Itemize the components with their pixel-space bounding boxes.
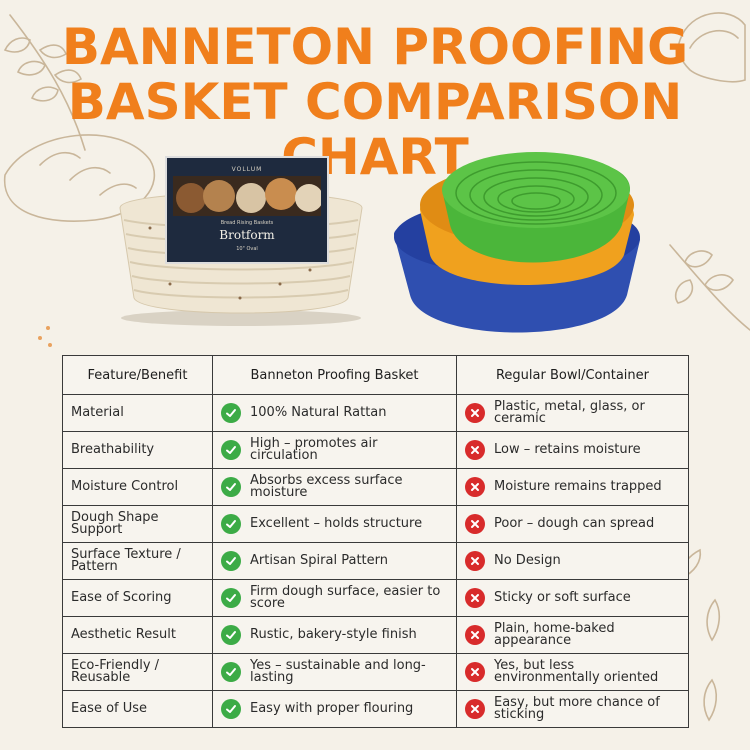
banneton-value: 100% Natural Rattan [250, 405, 387, 420]
regular-cell: Poor – dough can spread [456, 505, 689, 543]
banneton-cell: High – promotes air circulation [212, 431, 457, 469]
title-line-1: BANNETON PROOFING [61, 18, 689, 76]
table-row: Material 100% Natural Rattan Plastic, meta… [62, 394, 689, 432]
header-regular: Regular Bowl/Container [456, 355, 689, 395]
feature-label: Dough Shape Support [71, 510, 159, 537]
check-circle-icon [221, 662, 241, 682]
banneton-value: Artisan Spiral Pattern [250, 553, 388, 568]
feature-label: Aesthetic Result [71, 627, 176, 642]
banneton-value: Rustic, bakery-style finish [250, 627, 417, 642]
regular-cell: Sticky or soft surface [456, 579, 689, 617]
comparison-table: Feature/Benefit Banneton Proofing Basket… [62, 355, 689, 728]
banneton-value: Firm dough surface, easier to score [250, 584, 441, 611]
regular-cell: Low – retains moisture [456, 431, 689, 469]
booklet-subtitle: Bread Rising Baskets [220, 220, 274, 226]
check-circle-icon [221, 514, 241, 534]
table-row: Surface Texture / Pattern Artisan Spiral … [62, 542, 689, 580]
x-circle-icon [465, 403, 485, 423]
x-circle-icon [465, 477, 485, 497]
feature-cell: Breathability [62, 431, 213, 469]
regular-cell: Easy, but more chance of sticking [456, 690, 689, 728]
table-header-row: Feature/Benefit Banneton Proofing Basket… [62, 355, 689, 395]
feature-label: Ease of Use [71, 701, 148, 716]
x-circle-icon [465, 514, 485, 534]
table-row: Aesthetic Result Rustic, bakery-style fin… [62, 616, 689, 654]
check-circle-icon [221, 403, 241, 423]
feature-label: Eco-Friendly / Reusable [71, 658, 160, 685]
bread-photo [173, 176, 321, 216]
check-circle-icon [221, 551, 241, 571]
x-circle-icon [465, 551, 485, 571]
table-row: Breathability High – promotes air circula… [62, 431, 689, 469]
table-row: Eco-Friendly / Reusable Yes – sustainable… [62, 653, 689, 691]
check-circle-icon [221, 440, 241, 460]
feature-cell: Aesthetic Result [62, 616, 213, 654]
header-banneton: Banneton Proofing Basket [212, 355, 457, 395]
booklet-name: Brotform [219, 228, 275, 242]
feature-cell: Surface Texture / Pattern [62, 542, 213, 580]
feature-cell: Material [62, 394, 213, 432]
x-circle-icon [465, 440, 485, 460]
table-row: Ease of Use Easy with proper flouring Easy… [62, 690, 689, 728]
regular-cell: Plain, home-baked appearance [456, 616, 689, 654]
banneton-cell: Absorbs excess surface moisture [212, 468, 457, 506]
regular-value: Plain, home-baked appearance [494, 621, 615, 648]
feature-cell: Eco-Friendly / Reusable [62, 653, 213, 691]
regular-value: Sticky or soft surface [494, 590, 631, 605]
booklet-brand: VOLLUM [231, 166, 263, 173]
plastic-bowls-image [393, 152, 641, 333]
regular-cell: No Design [456, 542, 689, 580]
feature-label: Material [71, 405, 124, 420]
regular-cell: Moisture remains trapped [456, 468, 689, 506]
banneton-cell: Excellent – holds structure [212, 505, 457, 543]
check-circle-icon [221, 625, 241, 645]
product-booklet: VOLLUM Bread Rising Baskets Brotform 10"… [165, 156, 329, 264]
booklet-size: 10" Oval [236, 246, 258, 252]
banneton-value: Excellent – holds structure [250, 516, 423, 531]
table-row: Dough Shape Support Excellent – holds str… [62, 505, 689, 543]
check-circle-icon [221, 477, 241, 497]
regular-cell: Yes, but less environmentally oriented [456, 653, 689, 691]
regular-cell: Plastic, metal, glass, or ceramic [456, 394, 689, 432]
banneton-value: Absorbs excess surface moisture [250, 473, 403, 500]
feature-cell: Ease of Use [62, 690, 213, 728]
banneton-cell: Easy with proper flouring [212, 690, 457, 728]
feature-label: Ease of Scoring [71, 590, 172, 605]
x-circle-icon [465, 699, 485, 719]
banneton-value: Yes – sustainable and long-lasting [250, 658, 426, 685]
x-circle-icon [465, 662, 485, 682]
regular-value: Low – retains moisture [494, 442, 641, 457]
banneton-cell: Rustic, bakery-style finish [212, 616, 457, 654]
feature-label: Moisture Control [71, 479, 179, 494]
regular-value: Poor – dough can spread [494, 516, 655, 531]
regular-value: Moisture remains trapped [494, 479, 662, 494]
banneton-cell: Yes – sustainable and long-lasting [212, 653, 457, 691]
check-circle-icon [221, 588, 241, 608]
header-feature: Feature/Benefit [62, 355, 213, 395]
table-row: Moisture Control Absorbs excess surface m… [62, 468, 689, 506]
banneton-cell: Firm dough surface, easier to score [212, 579, 457, 617]
feature-label: Breathability [71, 442, 155, 457]
regular-value: Plastic, metal, glass, or ceramic [494, 399, 645, 426]
banneton-cell: 100% Natural Rattan [212, 394, 457, 432]
check-circle-icon [221, 699, 241, 719]
regular-value: No Design [494, 553, 561, 568]
regular-value: Easy, but more chance of sticking [494, 695, 660, 722]
table-row: Ease of Scoring Firm dough surface, easie… [62, 579, 689, 617]
banneton-value: Easy with proper flouring [250, 701, 414, 716]
x-circle-icon [465, 588, 485, 608]
banneton-value: High – promotes air circulation [250, 436, 378, 463]
x-circle-icon [465, 625, 485, 645]
feature-label: Surface Texture / Pattern [71, 547, 181, 574]
feature-cell: Ease of Scoring [62, 579, 213, 617]
regular-value: Yes, but less environmentally oriented [494, 658, 659, 685]
feature-cell: Dough Shape Support [62, 505, 213, 543]
banneton-cell: Artisan Spiral Pattern [212, 542, 457, 580]
feature-cell: Moisture Control [62, 468, 213, 506]
